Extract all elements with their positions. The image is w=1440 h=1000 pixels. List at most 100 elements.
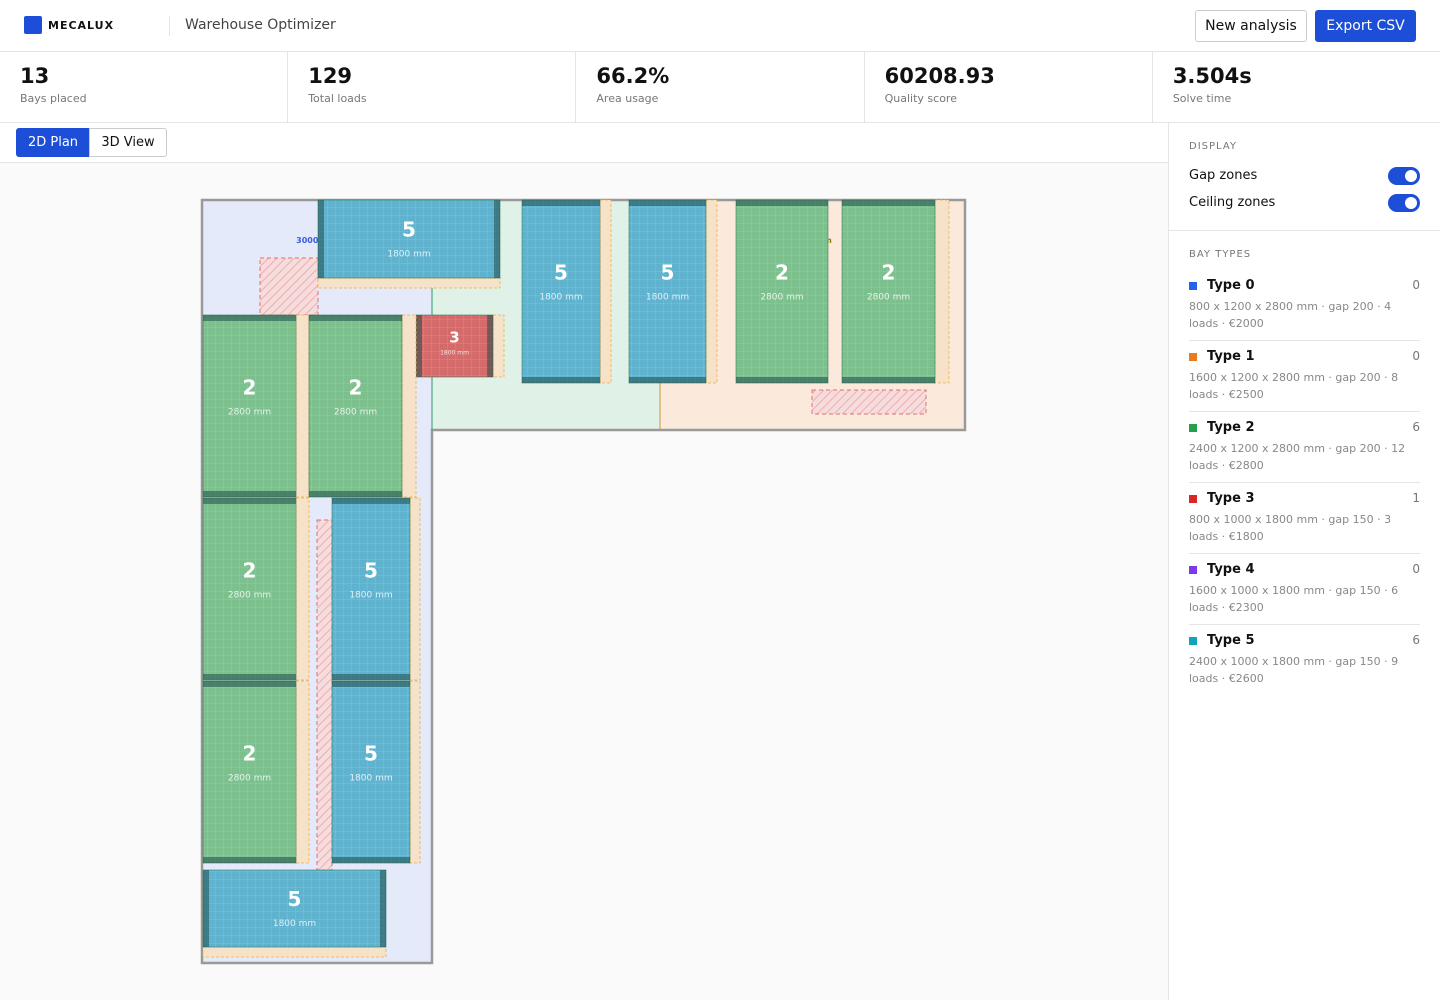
bay-end bbox=[522, 377, 600, 383]
bay-end bbox=[522, 200, 600, 206]
stat: 3.504s Solve time bbox=[1153, 52, 1440, 122]
bay-end bbox=[332, 498, 410, 504]
bay-height: 2800 mm bbox=[760, 293, 803, 303]
bay-type-desc: 2400 x 1000 x 1800 mm · gap 150 · 9 load… bbox=[1189, 655, 1399, 685]
gap-zone bbox=[295, 314, 310, 498]
bay-end bbox=[309, 491, 402, 497]
bay-grid bbox=[629, 200, 706, 383]
bay-end bbox=[416, 315, 422, 377]
gap-zone bbox=[599, 199, 612, 384]
bay-type-desc: 1600 x 1200 x 2800 mm · gap 200 · 8 load… bbox=[1189, 371, 1399, 401]
stat: 13 Bays placed bbox=[0, 52, 289, 122]
swatch bbox=[1189, 637, 1197, 645]
stat: 60208.93 Quality score bbox=[865, 52, 1153, 122]
export-button[interactable]: Export CSV bbox=[1315, 10, 1416, 42]
bay-end bbox=[318, 200, 324, 278]
gap-zone bbox=[317, 277, 501, 289]
separator bbox=[169, 16, 170, 36]
gap-zone bbox=[295, 497, 310, 681]
toggle-knob bbox=[1405, 197, 1417, 209]
bay-grid bbox=[842, 200, 935, 383]
bay-type: Type 4 0 1600 x 1000 x 1800 mm · gap 150 ·… bbox=[1189, 554, 1420, 625]
stat-value: 66.2% bbox=[596, 64, 670, 88]
bay-type-name-text: Type 5 bbox=[1207, 633, 1255, 648]
bay-type-count: 6 bbox=[1412, 633, 1420, 647]
bay-type-count: 0 bbox=[1412, 278, 1420, 292]
bay-type: Type 3 1 800 x 1000 x 1800 mm · gap 150 · … bbox=[1189, 483, 1420, 554]
bay-type-desc: 800 x 1000 x 1800 mm · gap 150 · 3 loads… bbox=[1189, 513, 1392, 543]
bay-end bbox=[203, 870, 209, 947]
bay-type-name-text: Type 0 bbox=[1207, 278, 1255, 293]
swatch bbox=[1189, 495, 1197, 503]
bay-type-desc: 1600 x 1000 x 1800 mm · gap 150 · 6 load… bbox=[1189, 584, 1399, 614]
stat-label: Total loads bbox=[308, 92, 367, 105]
bay-height: 2800 mm bbox=[867, 293, 910, 303]
bay-height: 2800 mm bbox=[228, 591, 271, 601]
bay-type-desc: 800 x 1200 x 2800 mm · gap 200 · 4 loads… bbox=[1189, 300, 1392, 330]
bay-grid bbox=[736, 200, 828, 383]
bay-end bbox=[487, 315, 493, 377]
ceiling-zone bbox=[811, 389, 927, 415]
section-title: BAY TYPES bbox=[1189, 249, 1252, 260]
bay-end bbox=[494, 200, 500, 278]
new-analysis-button[interactable]: New analysis bbox=[1195, 10, 1307, 42]
stat-value: 129 bbox=[308, 64, 353, 88]
bay-end bbox=[842, 377, 935, 383]
bay-grid bbox=[203, 315, 296, 497]
toggle-row: Gap zones bbox=[1189, 162, 1420, 189]
bay-type-name-text: Type 4 bbox=[1207, 562, 1255, 577]
bay-grid bbox=[332, 681, 410, 863]
gap-zone bbox=[295, 680, 310, 864]
bay-end bbox=[736, 377, 828, 383]
bay-type: Type 2 6 2400 x 1200 x 2800 mm · gap 200 ·… bbox=[1189, 412, 1420, 483]
bay-grid bbox=[332, 498, 410, 680]
bay-type-count: 0 bbox=[1412, 349, 1420, 363]
bay-end bbox=[380, 870, 386, 947]
stat-label: Bays placed bbox=[20, 92, 87, 105]
stats: 13 Bays placed 129 Total loads 66.2% Area usa… bbox=[0, 52, 1440, 123]
bay-type-name: Type 5 bbox=[1189, 633, 1420, 648]
bay-end bbox=[332, 681, 410, 687]
gap-zone bbox=[409, 497, 421, 681]
bay-end bbox=[203, 681, 296, 687]
bay-grid bbox=[522, 200, 600, 383]
gap-zone bbox=[705, 199, 718, 384]
ceiling-zone bbox=[259, 257, 319, 316]
bay-type-name: Type 2 bbox=[1189, 420, 1420, 435]
gap-zone bbox=[934, 199, 950, 384]
bay-end bbox=[332, 674, 410, 680]
bay-label: 2 bbox=[243, 559, 257, 583]
bay-label: 5 bbox=[554, 261, 568, 285]
bay-end bbox=[203, 857, 296, 863]
bay-height: 1800 mm bbox=[440, 350, 469, 357]
bay-type-name-text: Type 3 bbox=[1207, 491, 1255, 506]
stat: 129 Total loads bbox=[288, 52, 577, 122]
bay-type: Type 0 0 800 x 1200 x 2800 mm · gap 200 · … bbox=[1189, 270, 1420, 341]
bay-height: 2800 mm bbox=[334, 408, 377, 418]
stat-label: Area usage bbox=[596, 92, 659, 105]
gap-zone bbox=[401, 314, 417, 498]
bay-type-name: Type 4 bbox=[1189, 562, 1420, 577]
stat-value: 13 bbox=[20, 64, 50, 88]
bay-type-name: Type 0 bbox=[1189, 278, 1420, 293]
bay-label: 2 bbox=[775, 261, 789, 285]
bay-label: 5 bbox=[402, 218, 416, 242]
bay-type-name: Type 3 bbox=[1189, 491, 1420, 506]
bay-type-count: 6 bbox=[1412, 420, 1420, 434]
toggle-knob bbox=[1405, 170, 1417, 182]
bay-end bbox=[203, 315, 296, 321]
toggle[interactable] bbox=[1388, 167, 1420, 185]
bay-height: 1800 mm bbox=[539, 293, 582, 303]
swatch bbox=[1189, 424, 1197, 432]
toggle[interactable] bbox=[1388, 194, 1420, 212]
bay-height: 1800 mm bbox=[273, 919, 316, 929]
stat-label: Quality score bbox=[884, 92, 957, 105]
tab[interactable]: 2D Plan bbox=[16, 128, 90, 157]
bay-type: Type 1 0 1600 x 1200 x 2800 mm · gap 200 ·… bbox=[1189, 341, 1420, 412]
bay-type-name-text: Type 2 bbox=[1207, 420, 1255, 435]
section-title: DISPLAY bbox=[1189, 141, 1238, 152]
tab[interactable]: 3D View bbox=[89, 128, 167, 157]
stat-label: Solve time bbox=[1172, 92, 1232, 105]
